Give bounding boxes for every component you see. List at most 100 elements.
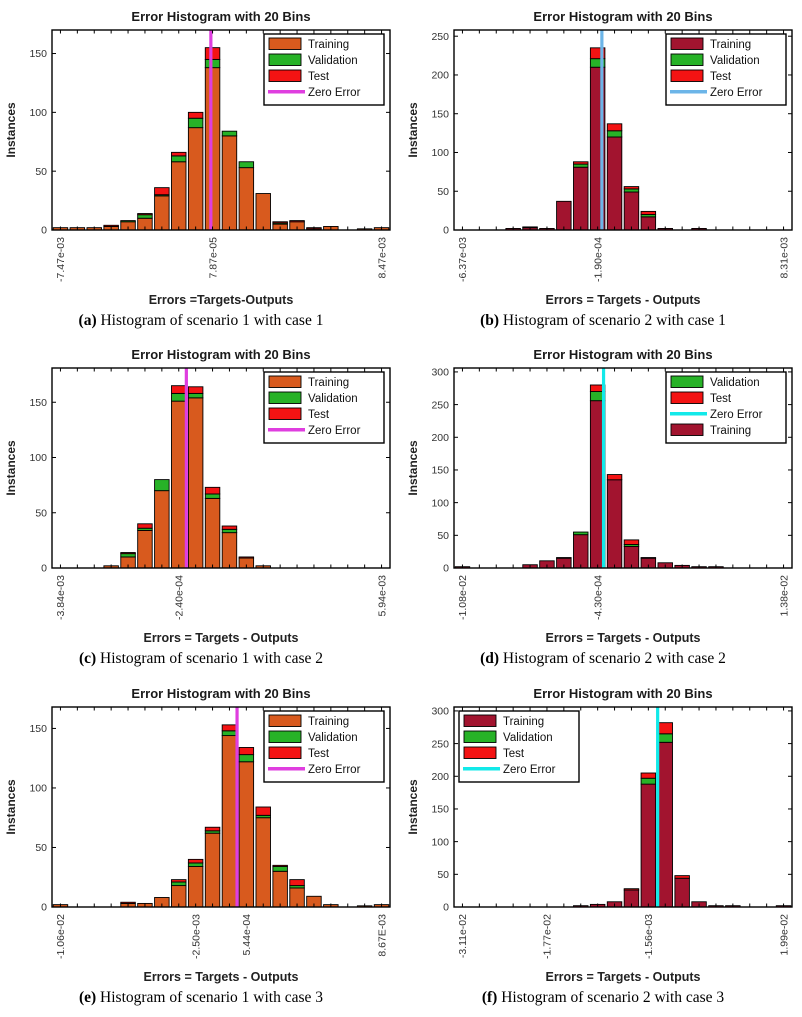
bar-segment-test [204, 487, 221, 495]
y-tick-label: 100 [29, 453, 47, 465]
bar-segment-validation [204, 58, 221, 69]
bar-segment-test [221, 724, 238, 731]
bar-segment-training [573, 534, 589, 569]
bar-segment-test [272, 221, 288, 224]
caption-label-d: (d) [480, 650, 500, 668]
bar-segment-test [187, 386, 204, 395]
x-tick-label: -4.30e-04 [592, 575, 604, 620]
axes-box: 0 50 100 150 200 250 300 -3.11e-02 -1.77e-02 -1.5… [431, 705, 793, 959]
y-tick-label: 50 [437, 530, 449, 542]
bar-segment-training [221, 532, 238, 569]
y-tick-label: 150 [29, 723, 47, 735]
x-axis-label: Errors = Targets - Outputs [545, 293, 700, 307]
x-tick-label: 8.31e-03 [778, 237, 790, 279]
bar-segment-validation [204, 493, 221, 500]
bar-segment-test [120, 552, 136, 555]
bar-segment-test [154, 187, 170, 196]
x-axis-label: Errors = Targets - Outputs [143, 631, 298, 645]
chart-cell-e: 0 50 100 150 -1.06e-02 -2.50e-03 5.44e-04 8.67E… [2, 683, 400, 1017]
bar-segment-training [606, 479, 623, 569]
bar-segment-test [238, 746, 255, 755]
error-histogram-d: 0 50 100 150 200 250 300 -1.08e-02 -4.30e-04 1.38… [406, 347, 793, 645]
error-histogram-b: 0 50 100 150 200 250 -6.37e-03 -1.90e-04 8.31e-0… [406, 9, 793, 307]
y-tick-label: 100 [431, 147, 449, 159]
bar-segment-test [221, 525, 238, 531]
y-tick-label: 100 [29, 782, 47, 794]
x-tick-label: -3.11e-02 [457, 913, 469, 957]
bar-segment-training [623, 191, 640, 231]
caption-text-e: Histogram of scenario 1 with case 3 [100, 988, 324, 1006]
legend-entry-label: Training [710, 425, 751, 437]
legend-entry-label: Validation [710, 377, 760, 389]
legend-patch-swatch [670, 69, 704, 82]
y-tick-label: 0 [41, 901, 47, 913]
bar-segment-training [187, 865, 204, 908]
bar-segment-validation [171, 155, 187, 163]
chart-cell-f: 0 50 100 150 200 250 300 -3.11e-02 -1.77e-02 -1.5… [404, 683, 802, 1017]
legend-patch-swatch [268, 391, 302, 405]
bar-segment-training [204, 832, 221, 908]
y-tick-label: 150 [29, 397, 47, 409]
legend-patch-swatch [268, 730, 302, 743]
bar-segment-test [640, 772, 657, 779]
y-tick-label: 250 [431, 400, 449, 412]
y-tick-label: 50 [437, 869, 449, 881]
y-tick-label: 50 [35, 166, 47, 178]
legend-entry-label: Zero Error [308, 87, 361, 99]
legend-patch-swatch [463, 714, 497, 727]
bar-segment-validation [137, 214, 153, 219]
y-axis-label: Instances [4, 779, 18, 835]
bar-segment-test [623, 887, 640, 891]
legend-patch-swatch [670, 37, 704, 50]
bar-segment-training [171, 401, 187, 569]
bar-segment-training [137, 530, 153, 569]
chart-title: Error Histogram with 20 Bins [131, 686, 310, 701]
bar-segment-training [255, 193, 271, 231]
bar-segment-test [272, 864, 288, 867]
legend-patch-swatch [268, 714, 302, 727]
y-tick-label: 150 [431, 465, 449, 477]
legend-patch-swatch [670, 391, 704, 405]
figure-caption-c: (c) Histogram of scenario 1 with case 2 [79, 650, 323, 668]
bar-segment-training [272, 870, 288, 908]
caption-text-d: Histogram of scenario 2 with case 2 [502, 650, 726, 668]
error-histogram-e: 0 50 100 150 -1.06e-02 -2.50e-03 5.44e-04 8.67E… [4, 686, 391, 984]
y-tick-label: 50 [35, 842, 47, 854]
bar-segment-test [640, 557, 657, 559]
x-tick-label: 5.94e-03 [376, 575, 388, 617]
bar-segment-test [187, 111, 204, 119]
legend-entry-label: Test [503, 748, 525, 760]
y-tick-label: 150 [431, 108, 449, 120]
bar-segment-validation [171, 393, 187, 402]
y-tick-label: 250 [431, 31, 449, 43]
bar-segment-test [204, 826, 221, 831]
figure-caption-d: (d) Histogram of scenario 2 with case 2 [480, 650, 726, 668]
axes-box: 0 50 100 150 200 250 -6.37e-03 -1.90e-04 8.31e-0… [431, 29, 793, 282]
legend-entry-label: Training [503, 716, 544, 728]
bar-segment-test [589, 47, 606, 60]
bar-segment-validation [238, 161, 255, 169]
caption-text-b: Histogram of scenario 2 with case 1 [502, 312, 726, 329]
x-axis-label: Errors = Targets - Outputs [545, 970, 700, 984]
error-histogram-a: 0 50 100 150 -7.47e-03 7.87e-05 8.47e-03 Error … [4, 9, 391, 307]
legend-patch-swatch [268, 407, 302, 421]
x-tick-label: 8.67E-03 [376, 914, 388, 957]
legend-entry-label: Validation [308, 732, 358, 744]
bar-segment-test [187, 858, 204, 864]
x-tick-label: 5.44e-04 [241, 913, 253, 955]
bar-segment-test [289, 220, 305, 223]
bar-segment-test [103, 224, 119, 227]
legend: Training Validation Test Zero Error [263, 371, 385, 445]
x-tick-label: -1.08e-02 [457, 575, 469, 620]
y-tick-label: 250 [431, 738, 449, 750]
bar-segment-test [238, 556, 255, 559]
y-tick-label: 100 [431, 498, 449, 510]
chart-title: Error Histogram with 20 Bins [131, 9, 310, 24]
bar-segment-training [255, 816, 271, 908]
y-tick-label: 150 [431, 803, 449, 815]
chart-title: Error Histogram with 20 Bins [533, 9, 712, 24]
legend-entry-label: Validation [503, 732, 553, 744]
caption-label-a: (a) [78, 312, 97, 329]
y-tick-label: 300 [431, 367, 449, 379]
caption-label-e: (e) [78, 988, 97, 1006]
